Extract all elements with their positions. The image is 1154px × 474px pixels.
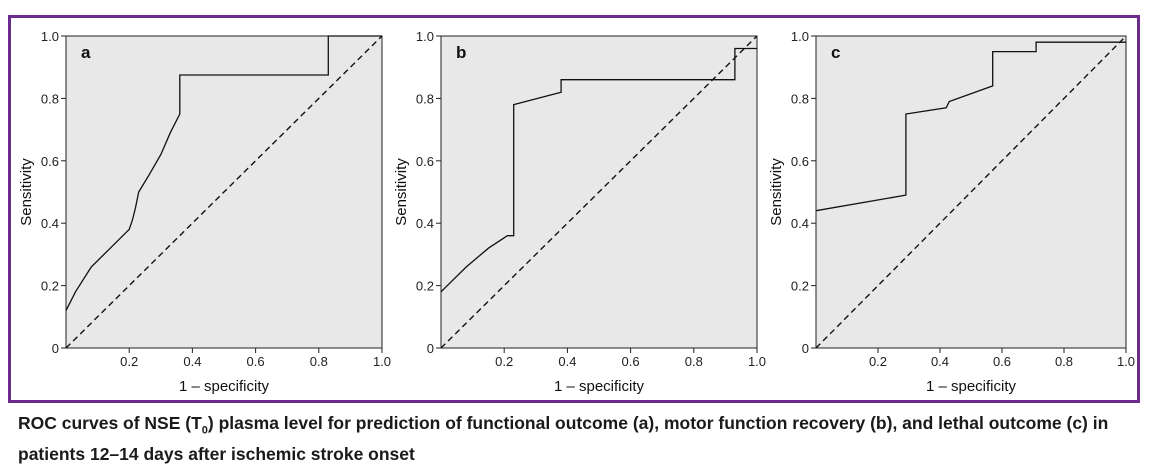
y-tick-label-a: 0.4 <box>41 216 59 231</box>
y-tick-label-b: 0.6 <box>416 154 434 169</box>
y-tick-label-c: 0.2 <box>791 279 809 294</box>
x-tick-label-b: 0.4 <box>558 354 576 369</box>
caption-subscript: 0 <box>201 424 208 437</box>
roc-curve-c <box>815 41 1126 212</box>
roc-charts: 0 0.2 0.4 0.6 0.8 1.0 0.2 0.4 0.6 0.8 1.0 1 – speci… <box>18 29 1135 395</box>
y-axis-label-b: Sensitivity <box>393 158 410 226</box>
x-tick-label-b: 0.8 <box>685 354 703 369</box>
x-tick-label-b: 0.6 <box>622 354 640 369</box>
y-tick-label-c: 0.4 <box>791 216 809 231</box>
y-tick-label-a: 0.6 <box>41 154 59 169</box>
y-tick-label-a: 0.8 <box>41 91 59 106</box>
y-tick-label-b: 0.2 <box>416 279 434 294</box>
panel-label-a: a <box>81 43 91 62</box>
y-tick-label-b: 0 <box>427 341 434 356</box>
x-tick-label-a: 0.8 <box>310 354 328 369</box>
y-axis-label-c: Sensitivity <box>768 158 785 226</box>
y-tick-label-c: 1.0 <box>791 29 809 44</box>
figure-frame: 0 0.2 0.4 0.6 0.8 1.0 0.2 0.4 0.6 0.8 1.0 1 – speci… <box>8 15 1140 403</box>
reference-diagonal-a <box>65 35 383 349</box>
x-axis-label-a: 1 – specificity <box>179 378 270 395</box>
panel-label-c: c <box>831 43 840 62</box>
x-tick-label-c: 0.6 <box>993 354 1011 369</box>
x-axis-label-b: 1 – specificity <box>554 378 645 395</box>
reference-diagonal-b <box>440 35 758 349</box>
x-tick-label-b: 0.2 <box>495 354 513 369</box>
y-tick-label-b: 1.0 <box>416 29 434 44</box>
y-tick-label-b: 0.4 <box>416 216 434 231</box>
x-tick-label-a: 0.6 <box>247 354 265 369</box>
roc-curve-b <box>440 47 757 293</box>
x-tick-label-c: 0.4 <box>931 354 949 369</box>
x-tick-label-c: 1.0 <box>1117 354 1135 369</box>
y-tick-label-a: 1.0 <box>41 29 59 44</box>
figure-caption: ROC curves of NSE (T0) plasma level for … <box>18 412 1138 466</box>
caption-part-1: ROC curves of NSE (T <box>18 413 202 433</box>
y-tick-label-a: 0.2 <box>41 279 59 294</box>
x-tick-label-a: 1.0 <box>373 354 391 369</box>
x-tick-label-c: 0.8 <box>1055 354 1073 369</box>
y-tick-label-b: 0.8 <box>416 91 434 106</box>
y-tick-label-c: 0 <box>802 341 809 356</box>
panel-label-b: b <box>456 43 466 62</box>
x-tick-label-a: 0.4 <box>183 354 201 369</box>
y-axis-label-a: Sensitivity <box>18 158 35 226</box>
x-tick-label-c: 0.2 <box>869 354 887 369</box>
roc-curve-a <box>65 35 382 311</box>
caption-part-2: ) plasma level for prediction of functio… <box>18 413 1109 464</box>
x-axis-label-c: 1 – specificity <box>926 378 1017 395</box>
y-tick-label-c: 0.8 <box>791 91 809 106</box>
x-tick-label-b: 1.0 <box>748 354 766 369</box>
y-tick-label-c: 0.6 <box>791 154 809 169</box>
x-tick-label-a: 0.2 <box>120 354 138 369</box>
reference-diagonal-c <box>815 35 1127 349</box>
y-tick-label-a: 0 <box>52 341 59 356</box>
